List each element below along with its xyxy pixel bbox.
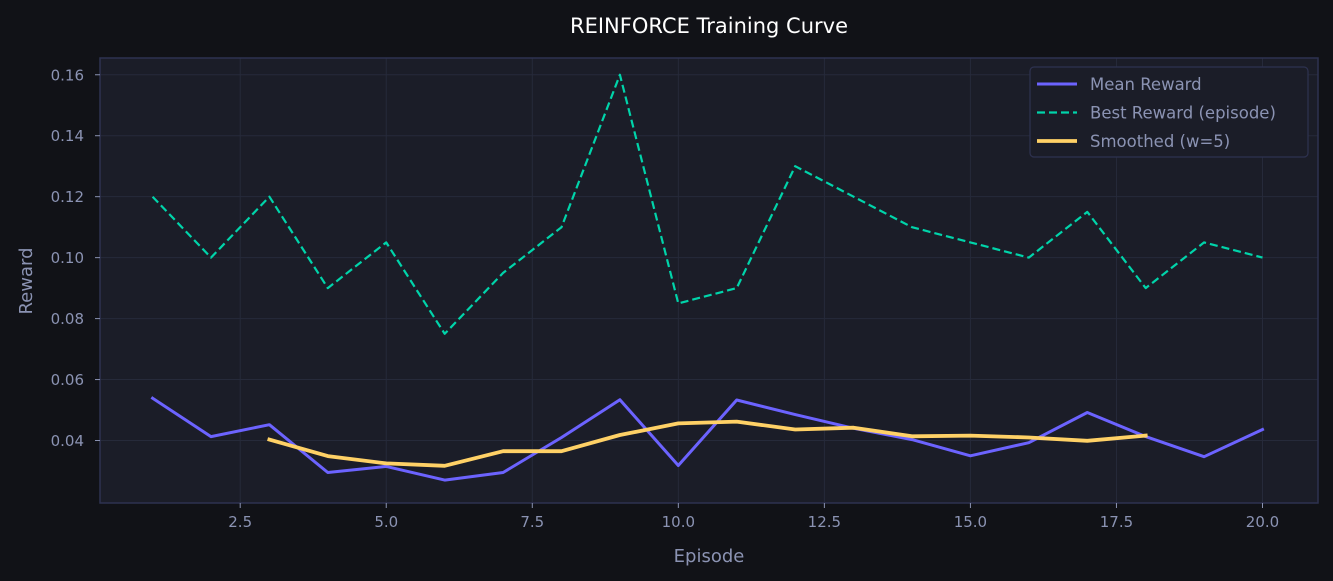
- y-tick-label: 0.16: [51, 66, 84, 84]
- legend-label: Mean Reward: [1090, 75, 1202, 94]
- x-axis-label: Episode: [674, 546, 745, 567]
- plot-frame: [99, 57, 1319, 504]
- x-tick-label: 20.0: [1246, 513, 1279, 531]
- x-axis: 2.5 5.0 7.5 10.0 12.5 15.0 17.5 20.0: [228, 503, 1279, 531]
- x-tick-label: 12.5: [808, 513, 841, 531]
- x-tick-label: 17.5: [1100, 513, 1133, 531]
- series-line-mean-reward: [150, 396, 1265, 482]
- y-tick-label: 0.10: [51, 249, 84, 267]
- y-tick-label: 0.14: [51, 127, 84, 145]
- legend: Mean Reward Best Reward (episode) Smoothed…: [1029, 66, 1309, 158]
- series-line-best-reward-episode: [151, 73, 1263, 335]
- x-tick-label: 7.5: [520, 513, 544, 531]
- series-group: [150, 73, 1265, 482]
- x-tick-label: 15.0: [954, 513, 987, 531]
- y-tick-label: 0.12: [51, 188, 84, 206]
- y-axis: 0.04 0.06 0.08 0.10 0.12 0.14 0.16: [51, 66, 100, 450]
- legend-box: [1029, 66, 1309, 158]
- series-line-smoothed-w-5: [267, 419, 1148, 468]
- legend-label: Best Reward (episode): [1090, 104, 1276, 123]
- y-axis-label: Reward: [16, 247, 37, 314]
- y-tick-label: 0.08: [51, 310, 84, 328]
- y-tick-label: 0.06: [51, 371, 84, 389]
- chart-title: REINFORCE Training Curve: [570, 14, 848, 38]
- y-tick-label: 0.04: [51, 432, 84, 450]
- x-tick-label: 10.0: [662, 513, 695, 531]
- legend-label: Smoothed (w=5): [1090, 132, 1230, 151]
- x-tick-label: 2.5: [228, 513, 252, 531]
- x-tick-label: 5.0: [374, 513, 398, 531]
